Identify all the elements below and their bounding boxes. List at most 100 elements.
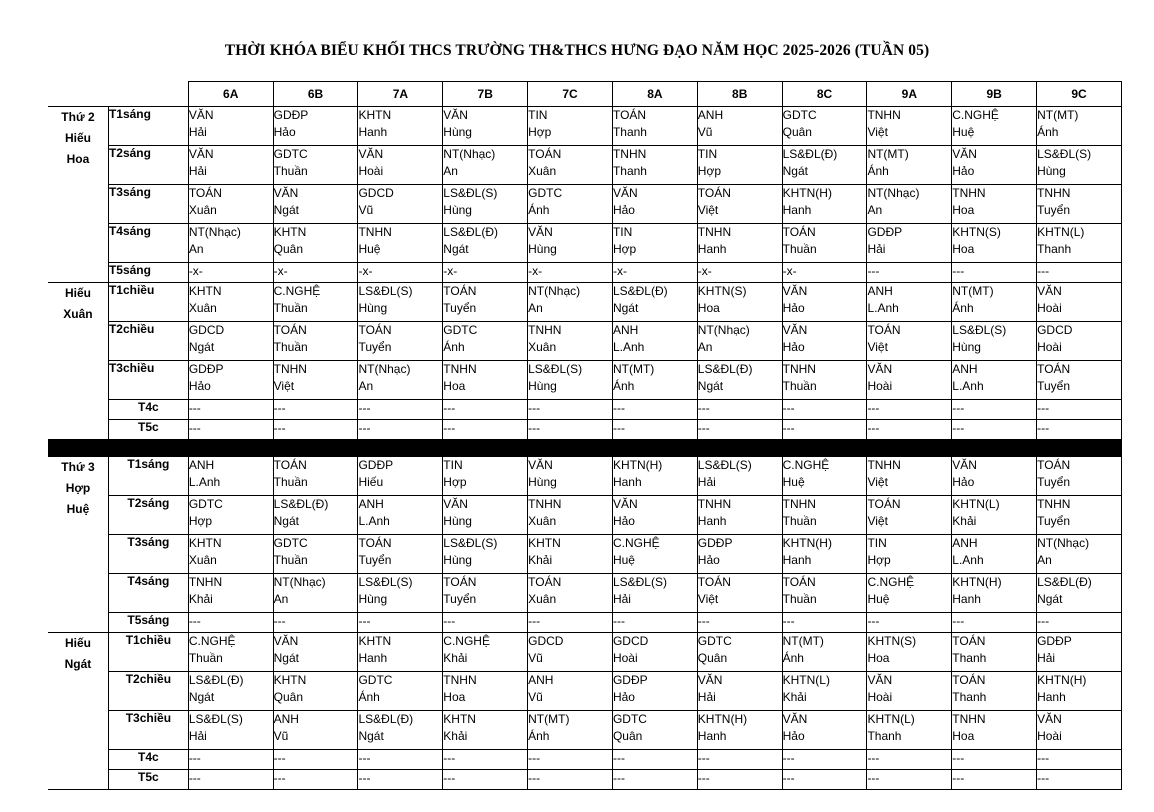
schedule-cell[interactable]: GDCD Vũ [527,632,613,673]
schedule-cell[interactable]: --- [357,749,444,771]
schedule-cell[interactable]: TOÁN Thuần [272,456,359,497]
schedule-cell[interactable]: GDTC Thuần [272,145,359,186]
schedule-cell[interactable]: LS&ĐL(Đ) Ngát [1036,573,1122,614]
schedule-cell[interactable]: --- [442,749,529,771]
schedule-cell[interactable]: TNHN Xuân [527,321,613,362]
schedule-cell[interactable]: VĂN Hùng [442,106,529,147]
schedule-cell[interactable]: --- [272,612,359,634]
schedule-cell[interactable]: TOÁN Xuân [187,184,274,225]
schedule-cell[interactable]: --- [1036,749,1122,771]
schedule-cell[interactable]: NT(MT) Ánh [527,710,613,751]
schedule-cell[interactable]: KHTN(L) Thanh [1036,223,1122,264]
schedule-cell[interactable]: LS&ĐL(S) Hùng [442,534,529,575]
schedule-cell[interactable]: TNHN Tuyển [1036,184,1122,225]
schedule-cell[interactable]: --- [696,769,783,791]
schedule-cell[interactable]: TOÁN Tuyển [442,573,529,614]
schedule-cell[interactable]: --- [951,262,1038,284]
schedule-cell[interactable]: NT(Nhạc) An [866,184,953,225]
schedule-cell[interactable]: LS&ĐL(Đ) Ngát [781,145,868,186]
schedule-cell[interactable]: --- [1036,399,1122,421]
schedule-cell[interactable]: VĂN Hoài [1036,282,1122,323]
schedule-cell[interactable]: GDĐP Hảo [611,671,698,712]
schedule-cell[interactable]: VĂN Hảo [781,321,868,362]
schedule-cell[interactable]: C.NGHỆ Huệ [781,456,868,497]
schedule-cell[interactable]: NT(Nhạc) An [1036,534,1122,575]
schedule-cell[interactable]: VĂN Hảo [951,456,1038,497]
schedule-cell[interactable]: --- [357,612,444,634]
schedule-cell[interactable]: --- [951,399,1038,421]
schedule-cell[interactable]: VĂN Ngát [272,184,359,225]
schedule-cell[interactable]: VĂN Hoài [866,360,953,401]
schedule-cell[interactable]: GDĐP Hải [866,223,953,264]
schedule-cell[interactable]: -x- [611,262,698,284]
schedule-cell[interactable]: --- [442,769,529,791]
schedule-cell[interactable]: GDTC Ánh [442,321,529,362]
schedule-cell[interactable]: TOÁN Xuân [527,573,613,614]
schedule-cell[interactable]: KHTN Khải [527,534,613,575]
schedule-cell[interactable]: --- [781,749,868,771]
schedule-cell[interactable]: --- [866,262,953,284]
schedule-cell[interactable]: GDĐP Hiếu [357,456,444,497]
schedule-cell[interactable]: --- [187,769,274,791]
schedule-cell[interactable]: TOÁN Việt [866,495,953,536]
schedule-cell[interactable]: --- [781,419,868,441]
schedule-cell[interactable]: NT(MT) Ánh [866,145,953,186]
schedule-cell[interactable]: --- [272,399,359,421]
schedule-cell[interactable]: --- [527,769,613,791]
schedule-cell[interactable]: ANH Vũ [527,671,613,712]
schedule-cell[interactable]: --- [272,749,359,771]
schedule-cell[interactable]: LS&ĐL(Đ) Ngát [357,710,444,751]
schedule-cell[interactable]: VĂN Hảo [611,495,698,536]
schedule-cell[interactable]: KHTN Hanh [357,632,444,673]
schedule-cell[interactable]: KHTN Xuân [187,534,274,575]
schedule-cell[interactable]: TOÁN Thanh [951,671,1038,712]
schedule-cell[interactable]: VĂN Hùng [527,223,613,264]
schedule-cell[interactable]: NT(MT) Ánh [781,632,868,673]
schedule-cell[interactable]: LS&ĐL(S) Hùng [357,573,444,614]
schedule-cell[interactable]: --- [611,419,698,441]
schedule-cell[interactable]: --- [442,419,529,441]
schedule-cell[interactable]: GDĐP Hảo [696,534,783,575]
schedule-cell[interactable]: TOÁN Việt [866,321,953,362]
schedule-cell[interactable]: KHTN(H) Hanh [696,710,783,751]
schedule-cell[interactable]: NT(MT) Ánh [1036,106,1122,147]
schedule-cell[interactable]: --- [866,612,953,634]
schedule-cell[interactable]: --- [611,749,698,771]
schedule-cell[interactable]: NT(Nhạc) An [442,145,529,186]
schedule-cell[interactable]: -x- [357,262,444,284]
schedule-cell[interactable]: TNHN Thuần [781,360,868,401]
schedule-cell[interactable]: GDĐP Hảo [272,106,359,147]
schedule-cell[interactable]: KHTN Quân [272,671,359,712]
schedule-cell[interactable]: C.NGHỆ Thuần [272,282,359,323]
schedule-cell[interactable]: --- [866,399,953,421]
schedule-cell[interactable]: VĂN Hảo [611,184,698,225]
schedule-cell[interactable]: LS&ĐL(S) Hải [611,573,698,614]
schedule-cell[interactable]: ANH L.Anh [951,360,1038,401]
schedule-cell[interactable]: KHTN(L) Khải [781,671,868,712]
schedule-cell[interactable]: --- [951,769,1038,791]
schedule-cell[interactable]: VĂN Hoài [866,671,953,712]
schedule-cell[interactable]: TOÁN Thuần [781,573,868,614]
schedule-cell[interactable]: --- [866,419,953,441]
schedule-cell[interactable]: VĂN Hoài [357,145,444,186]
schedule-cell[interactable]: LS&ĐL(S) Hùng [1036,145,1122,186]
schedule-cell[interactable]: TNHN Hanh [696,495,783,536]
schedule-cell[interactable]: TNHN Thuần [781,495,868,536]
schedule-cell[interactable]: TOÁN Thanh [611,106,698,147]
schedule-cell[interactable]: TOÁN Thanh [951,632,1038,673]
schedule-cell[interactable]: KHTN Xuân [187,282,274,323]
schedule-cell[interactable]: GDCD Hoài [611,632,698,673]
schedule-cell[interactable]: GDĐP Hảo [187,360,274,401]
schedule-cell[interactable]: LS&ĐL(S) Hùng [527,360,613,401]
schedule-cell[interactable]: TNHN Khải [187,573,274,614]
schedule-cell[interactable]: NT(Nhạc) An [527,282,613,323]
schedule-cell[interactable]: --- [187,419,274,441]
schedule-cell[interactable]: VĂN Hảo [781,282,868,323]
schedule-cell[interactable]: --- [951,612,1038,634]
schedule-cell[interactable]: TOÁN Tuyển [442,282,529,323]
schedule-cell[interactable]: KHTN Hanh [357,106,444,147]
schedule-cell[interactable]: VĂN Hải [187,106,274,147]
schedule-cell[interactable]: TOÁN Tuyển [1036,456,1122,497]
schedule-cell[interactable]: --- [272,419,359,441]
schedule-cell[interactable]: TIN Hợp [611,223,698,264]
